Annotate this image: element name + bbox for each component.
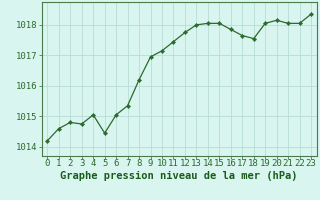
- X-axis label: Graphe pression niveau de la mer (hPa): Graphe pression niveau de la mer (hPa): [60, 171, 298, 181]
